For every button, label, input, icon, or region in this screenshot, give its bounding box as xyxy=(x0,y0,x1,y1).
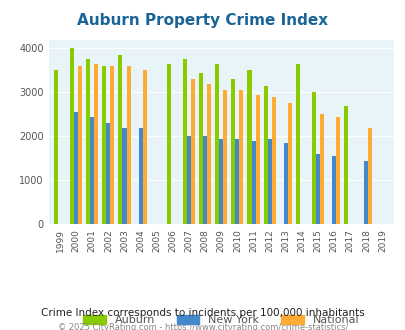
Bar xyxy=(138,128,142,224)
Bar xyxy=(86,59,90,224)
Bar xyxy=(343,106,347,224)
Bar xyxy=(255,95,259,224)
Bar xyxy=(207,83,211,224)
Bar xyxy=(74,112,78,224)
Bar xyxy=(142,70,146,224)
Bar xyxy=(223,90,227,224)
Bar xyxy=(110,66,114,224)
Bar xyxy=(202,136,207,224)
Bar xyxy=(191,79,194,224)
Bar xyxy=(319,115,323,224)
Legend: Auburn, New York, National: Auburn, New York, National xyxy=(79,310,363,330)
Bar xyxy=(235,139,239,224)
Bar xyxy=(122,128,126,224)
Bar xyxy=(219,139,223,224)
Bar xyxy=(311,92,315,224)
Bar xyxy=(283,143,287,224)
Bar xyxy=(126,66,130,224)
Bar xyxy=(106,123,110,224)
Bar xyxy=(215,64,219,224)
Bar xyxy=(267,139,271,224)
Bar xyxy=(90,116,94,224)
Bar xyxy=(263,86,267,224)
Bar xyxy=(239,90,243,224)
Bar xyxy=(231,79,235,224)
Text: © 2025 CityRating.com - https://www.cityrating.com/crime-statistics/: © 2025 CityRating.com - https://www.city… xyxy=(58,323,347,330)
Bar xyxy=(295,64,299,224)
Bar xyxy=(198,73,202,224)
Bar xyxy=(287,103,291,224)
Bar xyxy=(94,64,98,224)
Text: Auburn Property Crime Index: Auburn Property Crime Index xyxy=(77,13,328,28)
Bar xyxy=(367,128,371,224)
Bar xyxy=(102,66,106,224)
Text: Crime Index corresponds to incidents per 100,000 inhabitants: Crime Index corresponds to incidents per… xyxy=(41,308,364,317)
Bar xyxy=(78,66,82,224)
Bar xyxy=(335,116,339,224)
Bar xyxy=(364,161,367,224)
Bar xyxy=(118,55,122,224)
Bar xyxy=(247,70,251,224)
Bar xyxy=(315,154,319,224)
Bar xyxy=(54,70,58,224)
Bar xyxy=(271,97,275,224)
Bar xyxy=(166,64,171,224)
Bar xyxy=(251,141,255,224)
Bar xyxy=(331,156,335,224)
Bar xyxy=(187,136,191,224)
Bar xyxy=(70,49,74,224)
Bar xyxy=(183,59,187,224)
